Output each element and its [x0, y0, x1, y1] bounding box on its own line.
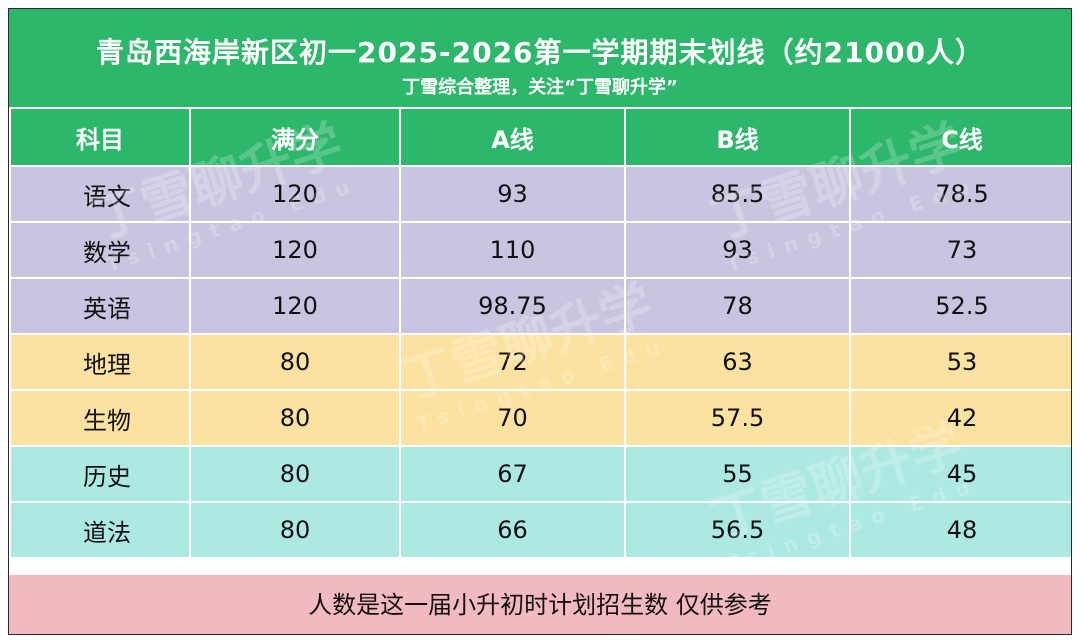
- subject-cell: 生物: [9, 389, 191, 447]
- b-line-cell: 63: [624, 333, 851, 391]
- a-line-cell: 66: [399, 501, 626, 559]
- column-header-subject: 科目: [9, 107, 191, 167]
- c-line-cell: 52.5: [849, 277, 1071, 335]
- c-line-cell: 78.5: [849, 165, 1071, 223]
- b-line-cell: 78: [624, 277, 851, 335]
- page-subtitle: 丁雪综合整理，关注“丁雪聊升学”: [402, 77, 678, 98]
- full-score-cell: 80: [189, 333, 401, 391]
- a-line-cell: 70: [399, 389, 626, 447]
- score-line-card: 青岛西海岸新区初一2025-2026第一学期期末划线（约21000人） 丁雪综合…: [8, 8, 1072, 635]
- b-line-cell: 85.5: [624, 165, 851, 223]
- full-score-cell: 120: [189, 165, 401, 223]
- full-score-cell: 80: [189, 445, 401, 503]
- column-header-c-line: C线: [849, 107, 1071, 167]
- table-row: 道法 80 66 56.5 48: [9, 501, 1071, 559]
- column-header-b-line: B线: [624, 107, 851, 167]
- subject-cell: 数学: [9, 221, 191, 279]
- column-header-full-score: 满分: [189, 107, 401, 167]
- b-line-cell: 93: [624, 221, 851, 279]
- full-score-cell: 120: [189, 277, 401, 335]
- table-header-row: 科目 满分 A线 B线 C线: [9, 107, 1071, 167]
- a-line-cell: 98.75: [399, 277, 626, 335]
- a-line-cell: 110: [399, 221, 626, 279]
- c-line-cell: 45: [849, 445, 1071, 503]
- a-line-cell: 72: [399, 333, 626, 391]
- a-line-cell: 93: [399, 165, 626, 223]
- b-line-cell: 57.5: [624, 389, 851, 447]
- subject-cell: 道法: [9, 501, 191, 559]
- full-score-cell: 120: [189, 221, 401, 279]
- subject-cell: 语文: [9, 165, 191, 223]
- table-row: 英语 120 98.75 78 52.5: [9, 277, 1071, 335]
- subject-cell: 地理: [9, 333, 191, 391]
- header-banner: 青岛西海岸新区初一2025-2026第一学期期末划线（约21000人） 丁雪综合…: [9, 9, 1071, 107]
- full-score-cell: 80: [189, 501, 401, 559]
- c-line-cell: 48: [849, 501, 1071, 559]
- footer-note: 人数是这一届小升初时计划招生数 仅供参考: [9, 575, 1071, 634]
- table-row: 历史 80 67 55 45: [9, 445, 1071, 503]
- c-line-cell: 42: [849, 389, 1071, 447]
- table-row: 数学 120 110 93 73: [9, 221, 1071, 279]
- score-table: 科目 满分 A线 B线 C线 语文 120 93 85.5 78.5 数学 12…: [9, 107, 1071, 559]
- c-line-cell: 53: [849, 333, 1071, 391]
- column-header-a-line: A线: [399, 107, 626, 167]
- c-line-cell: 73: [849, 221, 1071, 279]
- full-score-cell: 80: [189, 389, 401, 447]
- a-line-cell: 67: [399, 445, 626, 503]
- b-line-cell: 56.5: [624, 501, 851, 559]
- table-row: 地理 80 72 63 53: [9, 333, 1071, 391]
- subject-cell: 历史: [9, 445, 191, 503]
- b-line-cell: 55: [624, 445, 851, 503]
- page-title: 青岛西海岸新区初一2025-2026第一学期期末划线（约21000人）: [96, 36, 984, 69]
- subject-cell: 英语: [9, 277, 191, 335]
- table-row: 语文 120 93 85.5 78.5: [9, 165, 1071, 223]
- table-row: 生物 80 70 57.5 42: [9, 389, 1071, 447]
